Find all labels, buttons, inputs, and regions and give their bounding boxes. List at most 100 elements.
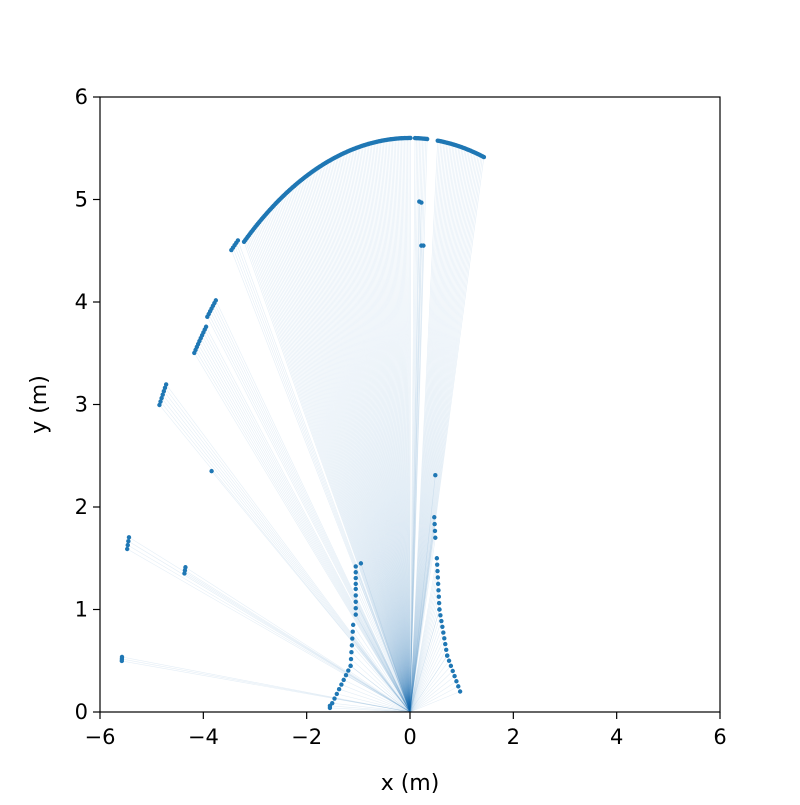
ray-line: [328, 161, 411, 713]
ray-line: [409, 153, 477, 713]
ray-line: [195, 349, 411, 713]
ray-line: [258, 221, 411, 713]
scan-point: [445, 653, 450, 658]
ray-line: [375, 142, 411, 713]
ray-line: [231, 250, 411, 713]
ray-line: [291, 188, 411, 713]
ray-line: [257, 223, 411, 713]
x-tick-label: 0: [403, 725, 416, 749]
ray-line: [393, 138, 411, 713]
ray-line: [355, 577, 411, 713]
ray-line: [409, 138, 426, 713]
scan-point: [433, 535, 438, 540]
ray-line: [342, 153, 411, 713]
ray-line: [385, 139, 411, 713]
y-tick-label: 1: [75, 598, 88, 622]
ray-line: [348, 670, 411, 713]
ray-line: [409, 564, 438, 713]
ray-line: [409, 665, 452, 713]
scan-point: [334, 691, 340, 697]
ray-line: [200, 338, 411, 713]
scan-point: [213, 298, 219, 303]
ray-line: [121, 656, 411, 713]
ray-line: [203, 332, 411, 713]
ray-line: [409, 680, 457, 713]
ray-line: [409, 146, 461, 713]
ray-line: [389, 139, 411, 713]
scan-point: [442, 636, 447, 641]
ray-line: [335, 157, 411, 713]
ray-line: [212, 305, 411, 713]
ray-line: [409, 138, 420, 713]
ray-line: [404, 138, 411, 713]
ray-line: [409, 138, 417, 713]
ray-line: [409, 649, 447, 713]
ray-line: [247, 236, 411, 713]
ray-line: [315, 169, 411, 713]
ray-line: [347, 151, 411, 713]
ray-line: [289, 189, 411, 713]
scan-point: [161, 389, 167, 394]
ray-line: [355, 583, 411, 713]
ray-line: [360, 563, 411, 713]
ray-line: [265, 214, 411, 713]
ray-line: [310, 172, 411, 713]
ray-line: [336, 693, 411, 713]
ray-line: [409, 152, 474, 713]
ray-line: [333, 158, 411, 713]
ray-line: [317, 167, 411, 713]
scan-point: [157, 402, 162, 408]
ray-lines: [121, 138, 485, 713]
ray-line: [396, 138, 411, 713]
ray-line: [209, 311, 411, 713]
scan-point: [160, 392, 165, 397]
ray-line: [234, 245, 411, 713]
ray-line: [162, 394, 411, 713]
ray-line: [409, 154, 479, 713]
scan-point: [419, 200, 424, 205]
ray-line: [269, 209, 411, 713]
ray-line: [272, 207, 411, 713]
ray-line: [409, 655, 448, 713]
scan-point: [450, 668, 455, 674]
ray-line: [199, 340, 411, 713]
scan-point: [126, 538, 131, 544]
ray-line: [128, 537, 411, 713]
ray-line: [409, 138, 422, 713]
ray-line: [163, 391, 411, 713]
scan-point: [343, 673, 349, 678]
ray-line: [409, 142, 448, 713]
ray-line: [276, 202, 411, 713]
ray-line: [266, 212, 411, 713]
ray-line: [329, 160, 411, 713]
ray-line: [329, 707, 411, 713]
ray-line: [405, 138, 411, 713]
x-tick-label: −2: [291, 725, 322, 749]
ray-line: [306, 175, 411, 713]
ray-line: [292, 187, 411, 713]
ray-line: [339, 688, 411, 713]
ray-line: [185, 566, 411, 713]
ray-line: [326, 162, 411, 713]
ray-line: [363, 145, 411, 713]
ray-line: [409, 144, 455, 713]
ray-line: [355, 147, 411, 713]
ray-line: [369, 143, 411, 713]
ray-line: [409, 156, 483, 713]
ray-line: [320, 165, 411, 713]
ray-line: [354, 148, 411, 713]
ray-line: [197, 343, 411, 713]
ray-line: [285, 193, 411, 713]
scan-point: [350, 636, 355, 641]
y-tick-label: 2: [75, 495, 88, 519]
scan-point: [327, 703, 333, 709]
ray-line: [409, 146, 460, 713]
ray-line: [344, 152, 411, 713]
ray-line: [409, 686, 459, 713]
ray-line: [409, 144, 454, 713]
ray-line: [243, 241, 411, 713]
ray-line: [232, 247, 411, 713]
ray-line: [376, 141, 411, 713]
scan-point: [435, 575, 441, 580]
scan-point: [350, 622, 356, 628]
